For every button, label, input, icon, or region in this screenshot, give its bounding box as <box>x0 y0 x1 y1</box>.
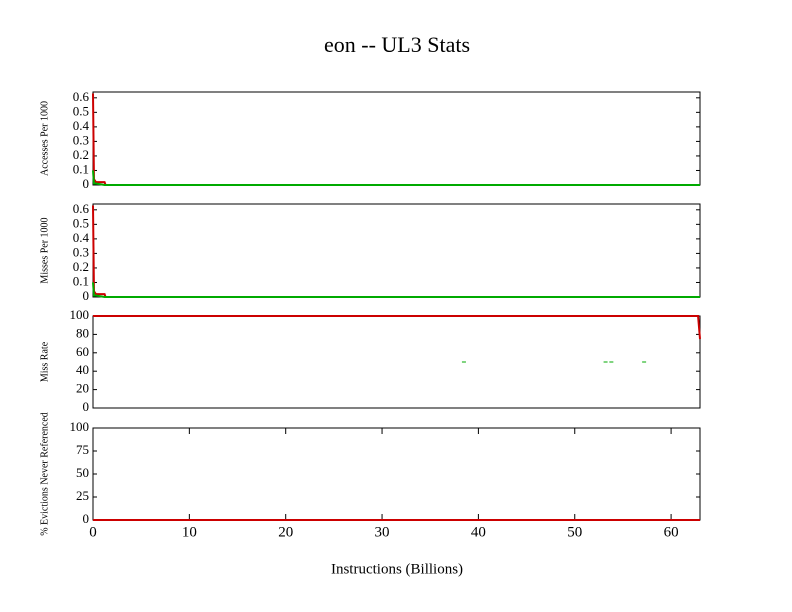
y-tick-label: 25 <box>76 488 89 503</box>
x-tick-label: 50 <box>567 524 582 540</box>
y-tick-label: 0.5 <box>73 103 89 118</box>
x-axis-label: Instructions (Billions) <box>331 561 463 577</box>
y-tick-label: 50 <box>76 465 89 480</box>
y-tick-label: 0.2 <box>73 147 89 162</box>
y-tick-label: 0.6 <box>73 201 90 216</box>
y-tick-label: 0 <box>83 399 90 414</box>
y-tick-label: 0.2 <box>73 259 89 274</box>
y-tick-label: 100 <box>70 419 90 434</box>
y-tick-label: 75 <box>76 442 89 457</box>
data-line <box>93 315 701 340</box>
data-line <box>92 93 700 186</box>
plot-frame <box>92 203 701 298</box>
y-axis-label: Accesses Per 1000 <box>39 101 50 176</box>
x-tick-label: 20 <box>278 524 293 540</box>
y-tick-label: 0.3 <box>73 132 89 147</box>
y-axis-label: Misses Per 1000 <box>39 217 50 283</box>
chart-title: eon -- UL3 Stats <box>324 32 470 57</box>
y-tick-label: 0.6 <box>73 89 90 104</box>
plot-frame <box>92 315 701 409</box>
y-tick-label: 100 <box>70 307 90 322</box>
x-tick-label: 30 <box>375 524 390 540</box>
y-tick-label: 0 <box>83 288 90 303</box>
y-tick-label: 0 <box>83 176 90 191</box>
y-tick-label: 0 <box>83 511 90 526</box>
y-tick-label: 0.3 <box>73 244 89 259</box>
x-tick-label: 10 <box>182 524 197 540</box>
x-tick-label: 60 <box>664 524 679 540</box>
y-tick-label: 0.1 <box>73 273 89 288</box>
y-tick-label: 0.1 <box>73 161 89 176</box>
y-tick-label: 80 <box>76 325 89 340</box>
data-line <box>92 282 700 298</box>
y-tick-label: 20 <box>76 381 89 396</box>
x-tick-label: 0 <box>89 524 97 540</box>
y-tick-label: 0.5 <box>73 215 89 230</box>
plot-frame <box>92 427 701 521</box>
plot-frame <box>92 91 701 186</box>
data-line <box>92 170 700 186</box>
y-tick-label: 0.4 <box>73 230 90 245</box>
y-axis-label: Miss Rate <box>39 341 50 382</box>
y-tick-label: 60 <box>76 344 89 359</box>
y-tick-label: 0.4 <box>73 118 90 133</box>
x-tick-label: 40 <box>471 524 486 540</box>
data-line <box>92 205 700 298</box>
y-axis-label: % Evictions Never Referenced <box>39 412 50 536</box>
y-tick-label: 40 <box>76 362 89 377</box>
